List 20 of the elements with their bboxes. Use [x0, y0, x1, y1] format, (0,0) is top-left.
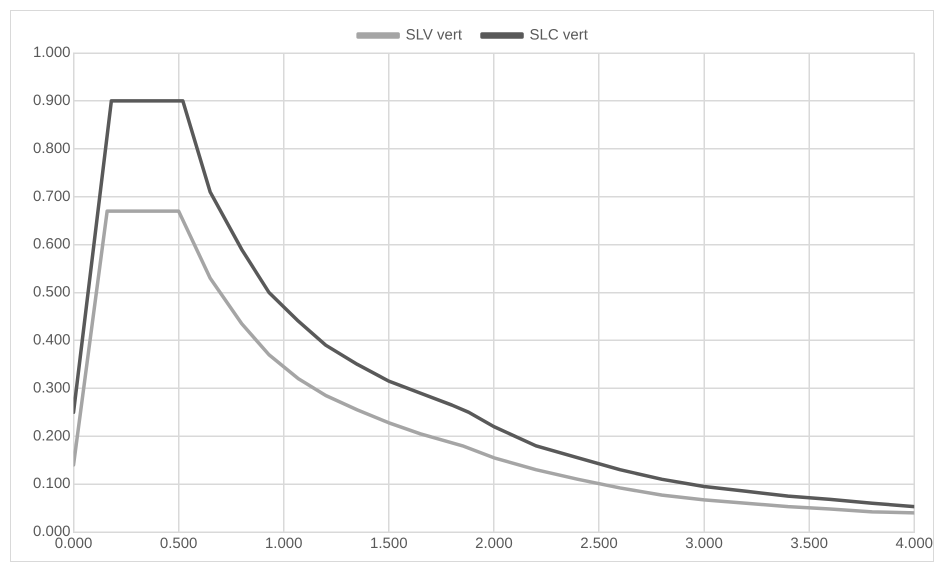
y-tick-label: 0.300 [32, 379, 71, 396]
x-tick-label: 1.000 [264, 535, 302, 552]
y-tick-label: 0.400 [32, 332, 71, 349]
y-tick-label: 0.100 [32, 475, 71, 492]
y-tick-label: 1.000 [32, 44, 71, 62]
y-tick-label: 0.200 [32, 427, 71, 444]
y-tick-label: 0.700 [32, 188, 71, 205]
x-tick-label: 3.500 [790, 535, 828, 552]
y-tick-label: 0.500 [32, 284, 71, 301]
x-tick-label: 2.000 [475, 535, 513, 552]
x-tick-label: 1.500 [370, 535, 408, 552]
y-tick-label: 0.800 [32, 140, 71, 157]
x-tick-label: 3.000 [685, 535, 723, 552]
x-tick-label: 0.500 [160, 535, 198, 552]
legend-label: SLV vert [406, 26, 463, 44]
x-tick-label: 2.500 [580, 535, 618, 552]
legend-label: SLC vert [530, 26, 589, 44]
y-tick-label: 0.900 [32, 92, 71, 110]
x-tick-label: 4.000 [895, 535, 934, 552]
y-tick-label: 0.600 [32, 236, 71, 253]
